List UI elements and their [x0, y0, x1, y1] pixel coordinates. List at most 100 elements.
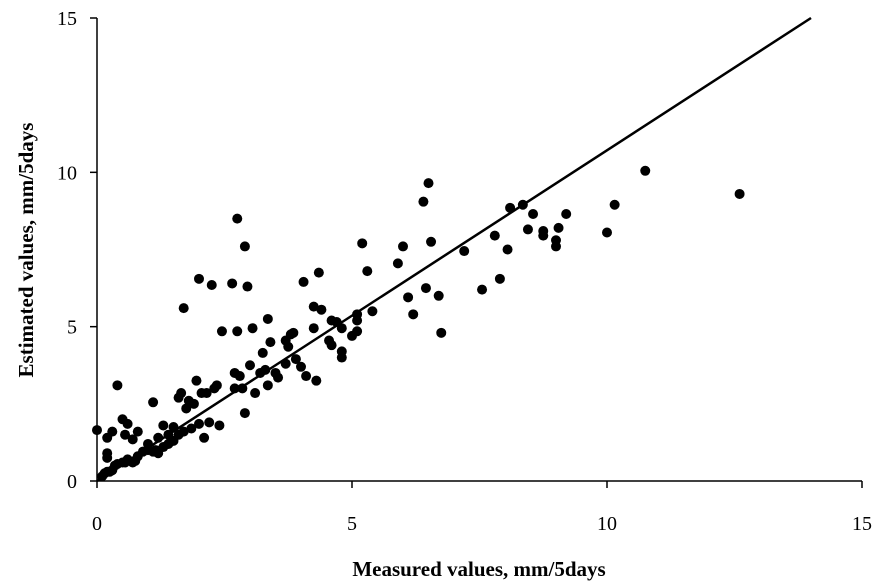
- data-point: [538, 230, 549, 241]
- data-point: [392, 258, 403, 269]
- data-point: [92, 425, 102, 436]
- data-point: [239, 241, 250, 252]
- data-point: [163, 429, 174, 440]
- data-point: [408, 309, 419, 320]
- y-tick-label: 15: [57, 8, 77, 30]
- data-point: [168, 421, 179, 432]
- data-point: [229, 383, 240, 394]
- data-point: [420, 283, 431, 294]
- data-point: [283, 341, 294, 352]
- data-point: [194, 418, 204, 429]
- data-point: [426, 236, 437, 247]
- data-point: [232, 213, 243, 224]
- data-point: [290, 354, 301, 365]
- ticks: 0 5 10 15 0 5 10 15: [57, 8, 872, 535]
- data-point: [132, 426, 143, 437]
- data-point: [505, 202, 516, 213]
- data-point: [551, 241, 561, 252]
- data-point: [227, 278, 238, 289]
- data-point: [178, 426, 189, 437]
- data-point: [301, 371, 312, 382]
- data-point: [237, 383, 248, 394]
- data-point: [273, 372, 284, 383]
- data-point: [250, 388, 261, 399]
- data-point: [191, 375, 202, 386]
- data-point: [298, 276, 309, 287]
- data-point: [127, 434, 138, 445]
- data-point: [260, 364, 271, 375]
- data-point: [398, 241, 408, 252]
- data-point: [265, 337, 276, 348]
- data-point: [242, 281, 253, 292]
- data-point: [308, 323, 319, 334]
- data-point: [234, 371, 245, 382]
- data-points: [92, 165, 745, 482]
- data-point: [194, 273, 204, 284]
- data-point: [158, 420, 169, 431]
- data-point: [216, 326, 227, 337]
- x-tick-label: 5: [347, 513, 357, 535]
- data-point: [232, 326, 243, 337]
- data-point: [313, 267, 324, 278]
- data-point: [734, 188, 745, 199]
- x-tick-label: 10: [597, 513, 617, 535]
- data-point: [262, 380, 273, 391]
- data-point: [211, 380, 222, 391]
- data-point: [311, 375, 322, 386]
- data-point: [188, 398, 199, 409]
- data-point: [308, 301, 319, 312]
- data-point: [336, 346, 347, 357]
- y-tick-label: 0: [67, 471, 77, 493]
- y-tick-label: 5: [67, 317, 77, 339]
- data-point: [186, 423, 197, 434]
- x-tick-label: 0: [92, 513, 102, 535]
- y-tick-label: 10: [57, 162, 77, 184]
- data-point: [418, 196, 429, 207]
- data-point: [436, 327, 447, 338]
- data-point: [288, 327, 299, 338]
- data-point: [199, 432, 210, 443]
- data-point: [206, 279, 217, 290]
- data-point: [247, 323, 258, 334]
- reference-line-group: [96, 16, 812, 483]
- data-point: [280, 358, 291, 369]
- data-point: [245, 360, 255, 371]
- reference-line: [96, 16, 812, 483]
- axes: [96, 18, 862, 482]
- x-tick-label: 15: [852, 513, 872, 535]
- data-point: [143, 438, 153, 449]
- data-point: [239, 408, 250, 419]
- data-point: [262, 313, 273, 324]
- data-point: [494, 273, 505, 284]
- data-point: [257, 347, 268, 358]
- data-point: [201, 388, 212, 399]
- data-point: [403, 292, 414, 303]
- y-axis-title: Estimated values, mm/5days: [14, 123, 38, 378]
- data-point: [522, 224, 533, 235]
- data-point: [528, 209, 539, 220]
- data-point: [423, 178, 434, 189]
- data-point: [107, 426, 118, 437]
- data-point: [517, 199, 528, 210]
- data-point: [561, 209, 572, 220]
- data-point: [433, 290, 444, 301]
- data-point: [459, 246, 470, 257]
- data-point: [362, 266, 373, 277]
- data-point: [502, 244, 513, 255]
- data-point: [316, 304, 327, 315]
- data-point: [352, 309, 363, 320]
- data-point: [477, 284, 488, 295]
- data-point: [178, 303, 189, 314]
- data-point: [214, 420, 225, 431]
- x-axis-title: Measured values, mm/5days: [352, 557, 605, 581]
- data-point: [153, 432, 164, 443]
- data-point: [553, 222, 564, 233]
- data-point: [204, 417, 215, 428]
- data-point: [602, 227, 612, 238]
- data-point: [640, 165, 651, 176]
- data-point: [181, 403, 192, 414]
- data-point: [489, 230, 500, 241]
- data-point: [176, 388, 187, 399]
- data-point: [352, 326, 363, 337]
